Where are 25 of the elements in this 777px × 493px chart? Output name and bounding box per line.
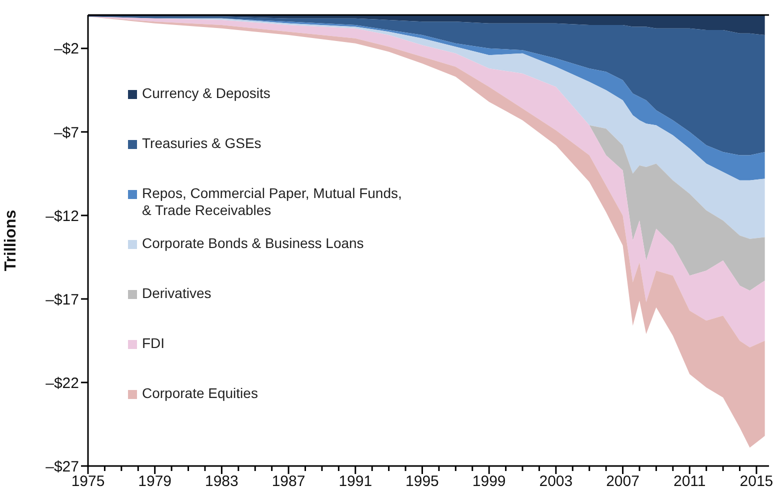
- legend-label: FDI: [142, 335, 166, 352]
- y-tick-label: –$2: [54, 40, 79, 58]
- y-tick-label: –$7: [54, 124, 79, 142]
- x-tick-label: 1983: [205, 473, 238, 490]
- x-tick-label: 1991: [338, 473, 372, 490]
- x-tick-label: 1987: [272, 473, 306, 490]
- legend-label: Repos, Commercial Paper, Mutual Funds, & Trade Receivables: [142, 185, 403, 219]
- x-tick-label: 1975: [71, 473, 105, 490]
- y-tick-label: –$27: [46, 458, 79, 476]
- x-tick-label: 1999: [472, 473, 506, 490]
- y-tick-label: –$17: [46, 291, 79, 308]
- legend-label: Treasuries & GSEs: [142, 135, 262, 152]
- x-tick-label: 1979: [138, 473, 172, 490]
- legend-label: Derivatives: [142, 285, 212, 302]
- y-tick-label: –$12: [46, 208, 79, 225]
- x-tick-label: 2003: [539, 473, 573, 490]
- x-tick-label: 1995: [406, 473, 439, 490]
- legend-label: Corporate Bonds & Business Loans: [142, 235, 365, 252]
- legend-label: Corporate Equities: [142, 385, 259, 402]
- x-tick-label: 2011: [673, 473, 706, 490]
- x-tick-label: 2007: [606, 473, 640, 490]
- x-tick-label: 2015: [740, 473, 774, 490]
- y-axis-title: Trillions: [2, 210, 20, 272]
- legend-label: Currency & Deposits: [142, 85, 272, 102]
- y-tick-label: –$22: [46, 374, 79, 392]
